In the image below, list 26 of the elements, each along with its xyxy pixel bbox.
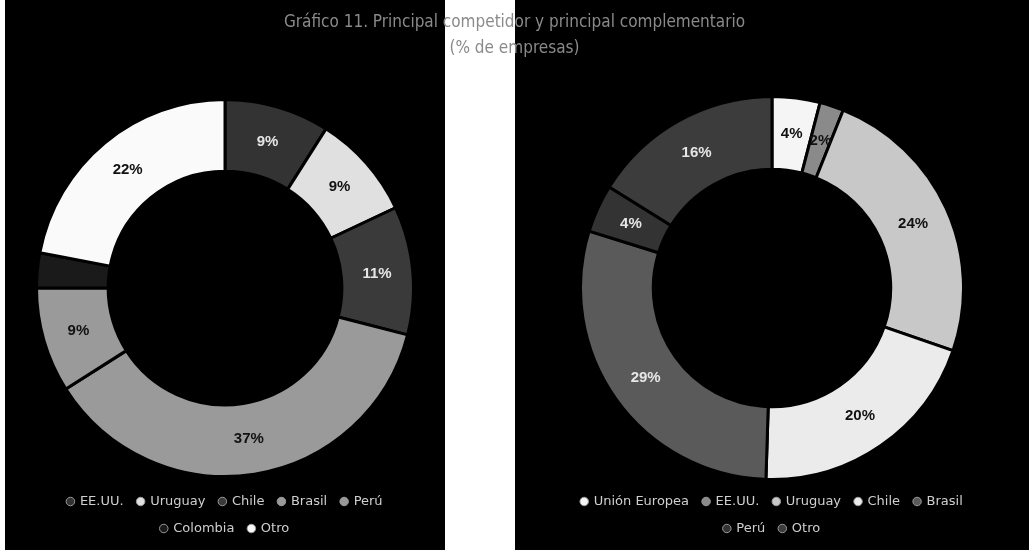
data-label: 16%	[681, 142, 712, 160]
legend-label: Uruguay	[785, 492, 842, 508]
legend-label: Perú	[353, 492, 383, 508]
legend-label: Otro	[791, 519, 821, 535]
legend-label: Chile	[231, 492, 265, 508]
data-label: 20%	[844, 405, 875, 423]
data-label: 29%	[630, 368, 661, 386]
legend-label: Chile	[867, 492, 901, 508]
legend-label: Perú	[736, 519, 766, 535]
legend-label: EE.UU.	[79, 492, 124, 508]
data-label: 4%	[780, 124, 803, 142]
data-label: 11%	[362, 263, 392, 281]
data-label: 9%	[328, 177, 351, 195]
legend-label: EE.UU.	[715, 492, 760, 508]
data-label: 9%	[67, 320, 90, 338]
data-label: 22%	[112, 160, 143, 178]
legend-label: Uruguay	[150, 492, 206, 508]
legend-label: Brasil	[926, 492, 963, 508]
legend-label: Unión Europea	[593, 492, 690, 508]
data-label: 24%	[898, 213, 929, 231]
legend-label: Colombia	[173, 519, 235, 535]
data-label: 37%	[233, 428, 264, 446]
legend-label: Brasil	[290, 492, 328, 508]
data-label: 4%	[620, 213, 642, 231]
data-label: 9%	[256, 131, 279, 149]
legend-label: Otro	[260, 519, 290, 535]
